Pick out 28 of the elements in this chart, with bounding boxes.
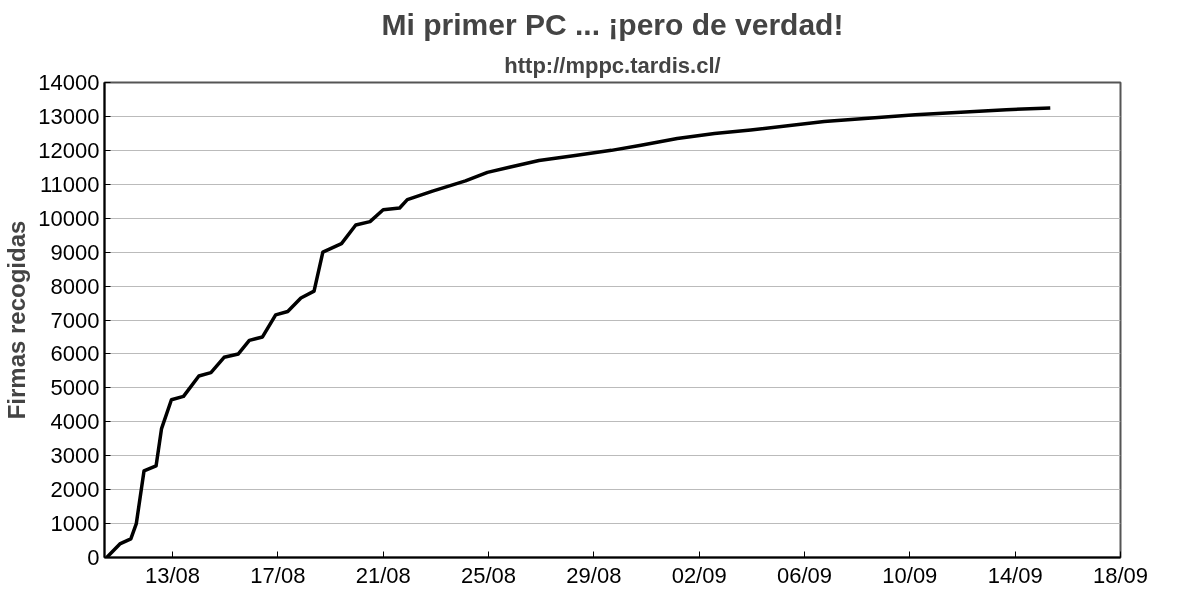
y-tick-label: 12000 [38, 137, 100, 163]
y-tick-label: 8000 [50, 273, 100, 299]
y-tick-label: 11000 [39, 171, 100, 197]
y-tick-label: 10000 [38, 205, 100, 231]
y-tick-label: 5000 [50, 375, 100, 401]
y-tick-label: 2000 [50, 477, 100, 503]
y-tick-label: 3000 [50, 443, 100, 469]
y-tick-label: 7000 [50, 307, 100, 333]
x-tick-label: 25/08 [460, 562, 517, 588]
x-tick-label: 21/08 [355, 562, 411, 588]
y-tick-label: 13000 [38, 103, 100, 129]
y-tick-label: 1000 [50, 511, 100, 537]
y-tick-label: 14000 [38, 70, 100, 95]
y-tick-label: 4000 [50, 409, 100, 435]
x-tick-label: 10/09 [882, 562, 938, 588]
chart-subtitle: http://mppc.tardis.cl/ [504, 52, 721, 78]
x-tick-label: 06/09 [776, 562, 833, 588]
y-axis-title: Firmas recogidas [3, 220, 31, 420]
x-tick-label: 18/09 [1092, 562, 1149, 588]
y-tick-label: 0 [87, 545, 100, 570]
y-tick-label: 6000 [50, 341, 100, 367]
chart-title: Mi primer PC ... ¡pero de verdad! [381, 7, 844, 41]
x-tick-label: 02/09 [671, 562, 727, 588]
x-tick-label: 17/08 [250, 562, 306, 588]
y-tick-label: 9000 [50, 239, 100, 265]
x-tick-label: 14/09 [987, 562, 1043, 588]
x-tick-label: 13/08 [145, 562, 201, 588]
x-tick-label: 29/08 [566, 562, 622, 588]
